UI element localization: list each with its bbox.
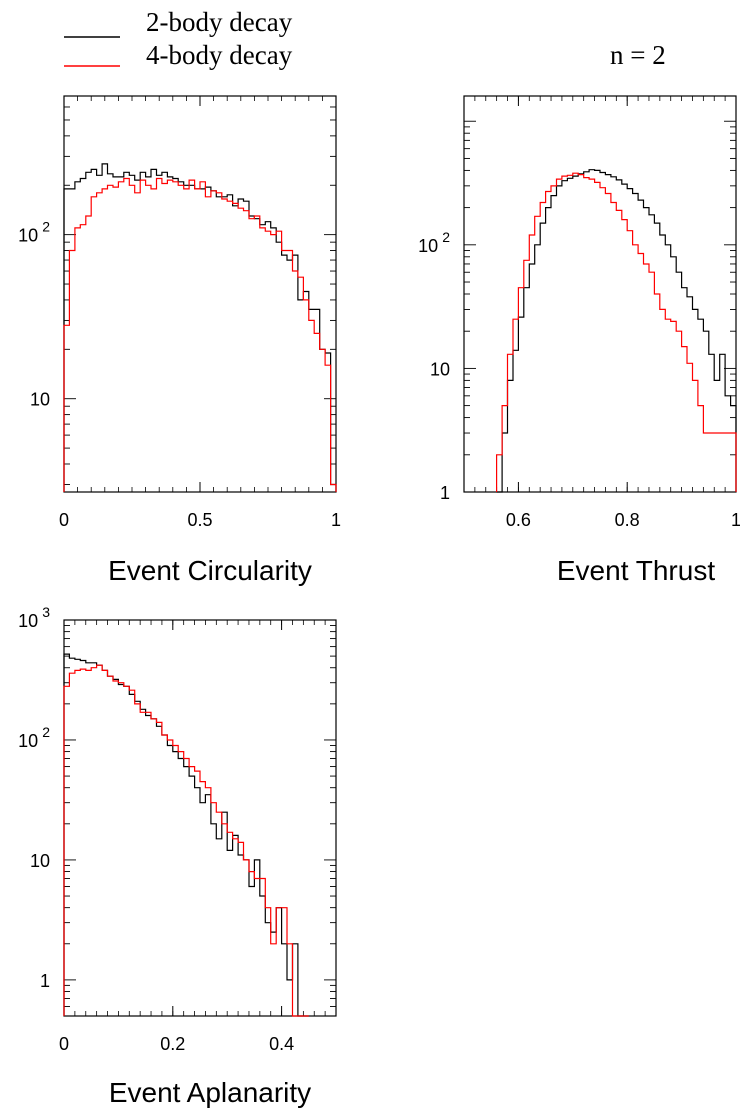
panel-circularity: 0 0.5 1 10 10 2 Event Circularity bbox=[18, 95, 341, 586]
plot-frame bbox=[63, 619, 337, 1017]
series-4body-line bbox=[496, 172, 737, 492]
series-4body-line bbox=[63, 664, 309, 1017]
x-tick-label: 1 bbox=[331, 510, 341, 530]
tick-labels: 0 0.5 1 10 10 2 bbox=[18, 219, 341, 530]
y-tick-label: 10 bbox=[430, 359, 450, 379]
plot-frame bbox=[63, 95, 337, 493]
series-group bbox=[496, 169, 737, 493]
y-tick-label: 10 bbox=[30, 390, 50, 410]
panel-thrust: 0.6 0.8 1 1 10 10 2 Event Thrust bbox=[418, 95, 740, 586]
series-2body-line bbox=[63, 163, 337, 492]
series-group bbox=[63, 163, 337, 492]
axis-ticks bbox=[463, 96, 737, 493]
series-2body-line bbox=[63, 653, 309, 1017]
x-tick-label: 0.8 bbox=[615, 510, 640, 530]
legend-label-4body: 4-body decay bbox=[146, 40, 293, 70]
x-axis-label: Event Thrust bbox=[557, 555, 715, 586]
y-tick-label: 10 2 bbox=[418, 229, 450, 256]
x-tick-label: 0.6 bbox=[506, 510, 531, 530]
y-tick-label: 10 2 bbox=[18, 724, 50, 751]
y-tick-label: 1 bbox=[440, 483, 450, 503]
legend-label-2body: 2-body decay bbox=[146, 7, 293, 37]
y-tick-label: 10 3 bbox=[18, 604, 50, 631]
x-axis-label: Event Aplanarity bbox=[109, 1077, 311, 1108]
x-tick-label: 0 bbox=[59, 1034, 69, 1054]
y-tick-label: 1 bbox=[40, 971, 50, 991]
x-tick-label: 0.5 bbox=[187, 510, 212, 530]
x-axis-label: Event Circularity bbox=[108, 555, 312, 586]
series-2body-line bbox=[496, 169, 737, 493]
tick-labels: 0.6 0.8 1 1 10 10 2 bbox=[418, 229, 740, 530]
y-tick-label: 10 2 bbox=[18, 219, 50, 246]
annotation-n: n = 2 bbox=[610, 40, 666, 70]
axis-ticks bbox=[63, 619, 337, 1017]
x-tick-label: 0.4 bbox=[269, 1034, 294, 1054]
axis-ticks bbox=[63, 95, 337, 492]
x-tick-label: 0 bbox=[59, 510, 69, 530]
x-tick-label: 1 bbox=[731, 510, 740, 530]
series-4body-line bbox=[63, 177, 337, 492]
legend: 2-body decay 4-body decay bbox=[64, 7, 293, 70]
series-group bbox=[63, 653, 309, 1017]
y-tick-label: 10 bbox=[30, 851, 50, 871]
x-tick-label: 0.2 bbox=[160, 1034, 185, 1054]
